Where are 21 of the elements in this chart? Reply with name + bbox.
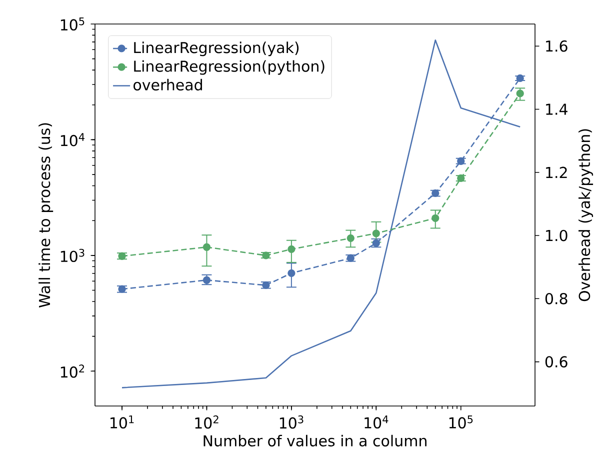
x-tick-label: 10$^{5}$ xyxy=(449,415,473,429)
y2-axis-title: Overhead (yak/python) xyxy=(578,129,594,302)
legend-label: LinearRegression(yak) xyxy=(134,42,299,56)
y2-tick-label: 1.2 xyxy=(546,166,567,178)
x-axis-title: Number of values in a column xyxy=(204,434,426,446)
y-tick-label: 10$^{3}$ xyxy=(60,248,84,262)
y-tick-label: 10$^{2}$ xyxy=(60,364,84,378)
y-tick-label: 10$^{5}$ xyxy=(60,17,84,31)
x-tick-label: 10$^{2}$ xyxy=(195,415,218,429)
y2-tick-label: 0.6 xyxy=(545,356,568,368)
y2-tick-label: 0.8 xyxy=(545,292,568,304)
x-tick-label: 10$^{1}$ xyxy=(110,415,134,429)
y-tick-label: 10$^{4}$ xyxy=(60,133,84,146)
y2-tick-label: 1.0 xyxy=(546,230,568,242)
legend-label: overhead xyxy=(134,78,202,91)
y-axis-title: Wall time to process (us) xyxy=(38,123,54,308)
x-tick-label: 10$^{3}$ xyxy=(280,415,304,429)
legend-label: LinearRegression(python) xyxy=(134,60,324,75)
y2-tick-label: 1.6 xyxy=(546,40,568,52)
x-tick-label: 10$^{4}$ xyxy=(364,415,388,429)
y2-tick-label: 1.4 xyxy=(546,104,568,115)
